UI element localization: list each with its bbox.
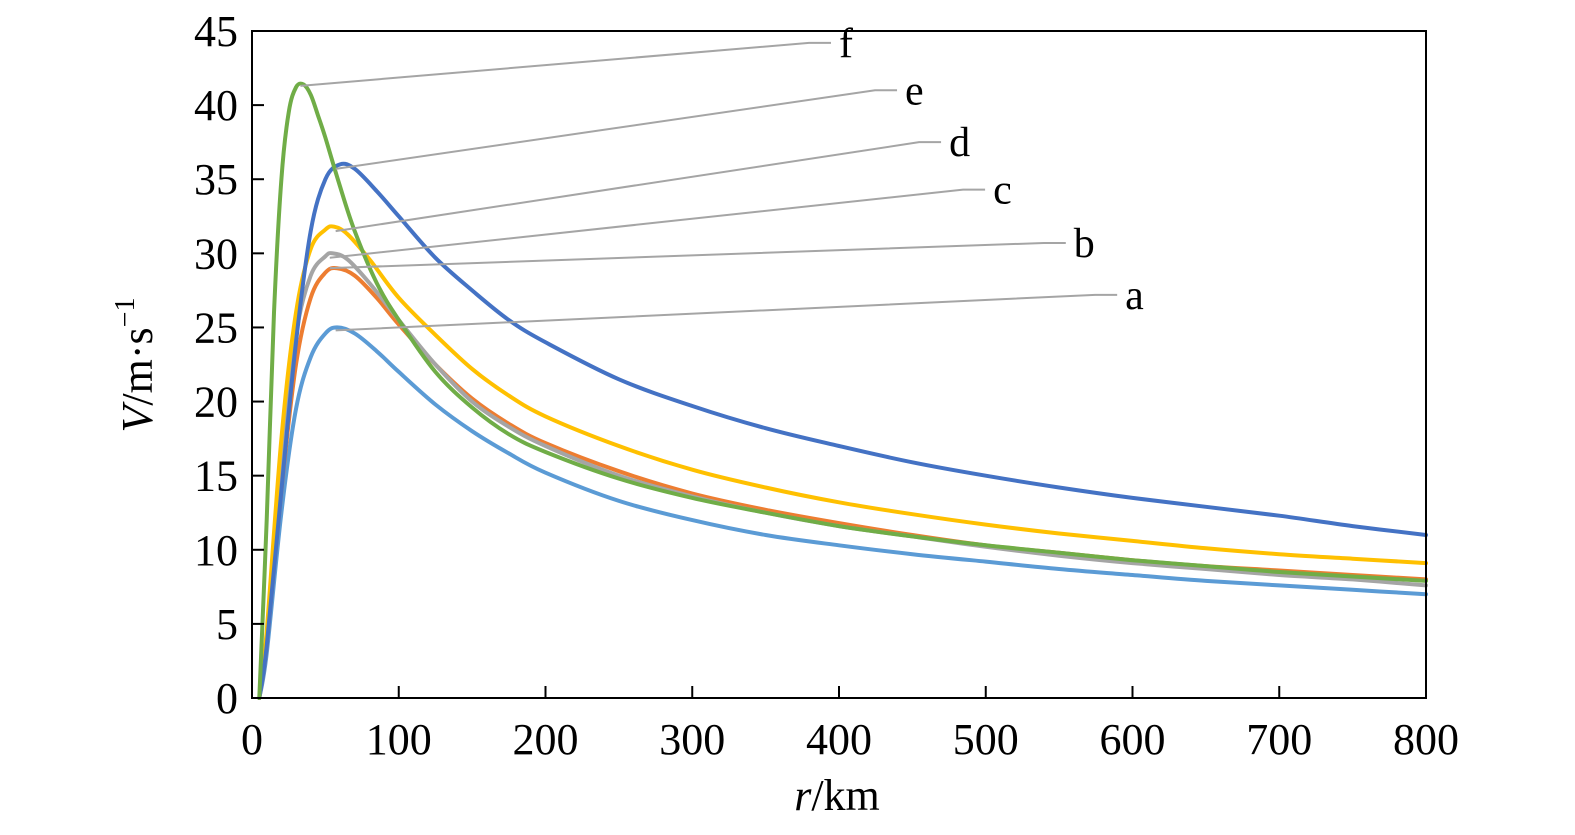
y-axis-unit-exponent: −1	[110, 298, 141, 328]
y-axis: 0 5 10 15 20 25 30 35 40 45	[194, 7, 264, 723]
x-tick-label: 800	[1393, 715, 1459, 764]
x-tick-label: 200	[513, 715, 579, 764]
series-line-a	[257, 325, 1428, 700]
y-axis-title: V/m·s−1	[110, 298, 162, 433]
series-line-c	[257, 251, 1428, 700]
series-label-d: d	[949, 120, 970, 166]
y-tick-label: 15	[194, 452, 238, 501]
x-tick-label: 100	[366, 715, 432, 764]
leader-line-a	[335, 293, 1118, 332]
y-tick-label: 25	[194, 303, 238, 352]
y-tick-label: 20	[194, 378, 238, 427]
leader-line-e	[335, 89, 898, 170]
x-tick-label: 300	[659, 715, 725, 764]
leader-line-b	[329, 241, 1066, 270]
y-tick-label: 35	[194, 155, 238, 204]
series-line-f	[257, 81, 1428, 700]
leader-line-f	[300, 41, 831, 87]
series-labels: f edc ba	[300, 21, 1144, 332]
series-label-a: a	[1125, 273, 1144, 319]
x-tick-label: 500	[953, 715, 1019, 764]
series-line-e	[257, 161, 1428, 700]
leader-line-c	[329, 188, 986, 259]
x-axis-title: r/km	[794, 771, 880, 820]
series-label-f: f	[839, 21, 853, 67]
y-tick-label: 10	[194, 526, 238, 575]
y-tick-label: 40	[194, 81, 238, 130]
series-layer	[257, 81, 1428, 700]
x-axis-unit: /km	[811, 771, 879, 820]
x-axis: 0 100 200 300 400 500 600 700 800	[241, 686, 1459, 764]
y-axis-variable: V	[113, 400, 162, 432]
x-tick-label: 400	[806, 715, 872, 764]
x-tick-label: 0	[241, 715, 263, 764]
series-label-c: c	[993, 168, 1012, 214]
leader-line-d	[335, 141, 942, 233]
x-tick-label: 600	[1100, 715, 1166, 764]
y-tick-label: 0	[216, 674, 238, 723]
y-axis-unit: /m·s	[113, 327, 162, 405]
y-tick-label: 30	[194, 229, 238, 278]
y-tick-label: 45	[194, 7, 238, 56]
series-label-b: b	[1074, 221, 1095, 267]
series-label-e: e	[905, 68, 924, 114]
y-tick-label: 5	[216, 600, 238, 649]
series-line-d	[257, 224, 1428, 700]
x-axis-variable: r	[794, 771, 812, 820]
x-tick-label: 700	[1246, 715, 1312, 764]
